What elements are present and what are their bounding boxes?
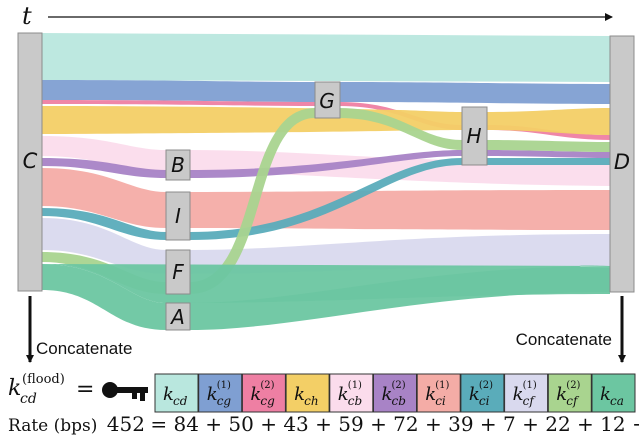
key-block-superscript: (2) bbox=[566, 380, 580, 391]
time-label: t bbox=[22, 2, 32, 30]
key-blocks: k cd k cg(1) k cg(2) k ch k cb(1) k cb(2) k ci(1) k ci(… bbox=[154, 373, 636, 413]
key-block-ci-1: k ci (1) bbox=[416, 373, 461, 413]
flow-cb1 bbox=[42, 136, 610, 186]
node-f-label: F bbox=[172, 260, 184, 284]
key-block-rect bbox=[285, 373, 330, 413]
key-block-subscript: cd bbox=[173, 394, 188, 408]
flow-bands bbox=[42, 33, 610, 330]
concatenate-label-right: Concatenate bbox=[516, 330, 612, 349]
key-block-rect bbox=[241, 373, 286, 413]
key-block-rect bbox=[416, 373, 461, 413]
key-subscript: cd bbox=[20, 391, 37, 407]
key-block-ch: k ch bbox=[285, 373, 330, 413]
key-block-subscript: ci bbox=[479, 394, 490, 408]
key-block-superscript: (1) bbox=[523, 380, 537, 391]
key-block-k: k bbox=[600, 384, 611, 405]
key-block-rect bbox=[154, 373, 199, 413]
node-f-box bbox=[165, 249, 191, 295]
key-block-rect bbox=[591, 373, 636, 413]
node-g-label: G bbox=[319, 89, 335, 113]
key-icon bbox=[102, 382, 148, 401]
key-equals: = bbox=[76, 377, 94, 402]
node-d-label: D bbox=[614, 150, 630, 174]
key-block-rect bbox=[504, 373, 549, 413]
key-block-k: k bbox=[250, 384, 261, 405]
node-h-label: H bbox=[466, 124, 481, 148]
key-block-subscript: ci bbox=[435, 394, 446, 408]
key-block-k: k bbox=[382, 384, 393, 405]
key-block-subscript: cf bbox=[523, 394, 537, 408]
rate-label: Rate (bps) bbox=[8, 416, 97, 436]
key-block-rect bbox=[373, 373, 417, 413]
key-block-cb-1: k cb (1) bbox=[329, 373, 374, 413]
key-block-k: k bbox=[425, 384, 436, 405]
concatenate-label-left: Concatenate bbox=[36, 339, 132, 358]
key-block-ci-2: k ci (2) bbox=[460, 373, 505, 413]
node-a-box bbox=[165, 302, 191, 331]
node-a-label: A bbox=[169, 305, 185, 329]
node-i-box bbox=[165, 191, 191, 241]
key-symbol: k bbox=[8, 376, 21, 401]
key-block-k: k bbox=[207, 384, 218, 405]
key-block-k: k bbox=[163, 384, 174, 405]
key-block-superscript: (1) bbox=[217, 380, 231, 391]
key-block-rect bbox=[198, 373, 243, 413]
flow-cd bbox=[42, 33, 610, 82]
nodes: C D G H B I F A bbox=[17, 32, 635, 331]
rate-terms: = 84 + 50 + 43 + 59 + 72 + 39 + 7 + 22 +… bbox=[150, 412, 639, 436]
key-block-k: k bbox=[556, 384, 567, 405]
node-d-bar bbox=[609, 35, 635, 293]
key-block-cf-2: k cf (2) bbox=[547, 373, 592, 413]
node-i-label: I bbox=[175, 204, 181, 228]
key-block-superscript: (1) bbox=[435, 380, 449, 391]
key-block-k: k bbox=[513, 384, 524, 405]
key-block-subscript: cb bbox=[348, 394, 362, 408]
node-b-label: B bbox=[171, 153, 185, 177]
key-block-cg-1: k cg (1) bbox=[198, 373, 243, 413]
key-block-cd: k cd bbox=[154, 373, 199, 413]
key-block-subscript: cf bbox=[566, 394, 580, 408]
key-block-rect bbox=[329, 373, 374, 413]
key-superscript: (flood) bbox=[22, 372, 65, 387]
node-g-box bbox=[314, 81, 341, 119]
key-block-cf-1: k cf (1) bbox=[504, 373, 549, 413]
key-block-superscript: (2) bbox=[479, 380, 493, 391]
node-c-bar bbox=[17, 32, 43, 292]
rate-total: 452 bbox=[107, 412, 145, 436]
key-block-subscript: ca bbox=[610, 394, 624, 408]
key-block-subscript: cb bbox=[392, 394, 406, 408]
key-block-subscript: ch bbox=[304, 394, 318, 408]
key-block-superscript: (1) bbox=[348, 380, 362, 391]
key-block-rect bbox=[460, 373, 505, 413]
key-block-k: k bbox=[294, 384, 305, 405]
node-c-label: C bbox=[23, 149, 38, 173]
key-block-subscript: cg bbox=[217, 394, 232, 408]
key-block-k: k bbox=[469, 384, 480, 405]
key-block-ca: k ca bbox=[591, 373, 636, 413]
key-block-cb-2: k cb (2) bbox=[373, 373, 417, 413]
key-formula: k cd (flood) = k cd k cg(1) k cg(2) k ch k cb(1) k… bbox=[8, 372, 636, 413]
key-block-rect bbox=[547, 373, 592, 413]
key-block-subscript: cg bbox=[260, 394, 275, 408]
key-block-cg-2: k cg (2) bbox=[241, 373, 286, 413]
key-block-k: k bbox=[338, 384, 349, 405]
node-b-box bbox=[165, 149, 191, 181]
key-block-superscript: (2) bbox=[392, 380, 406, 391]
rate-line: Rate (bps) 452 = 84 + 50 + 43 + 59 + 72 … bbox=[8, 412, 639, 436]
key-block-superscript: (2) bbox=[260, 380, 274, 391]
node-h-box bbox=[461, 106, 488, 166]
